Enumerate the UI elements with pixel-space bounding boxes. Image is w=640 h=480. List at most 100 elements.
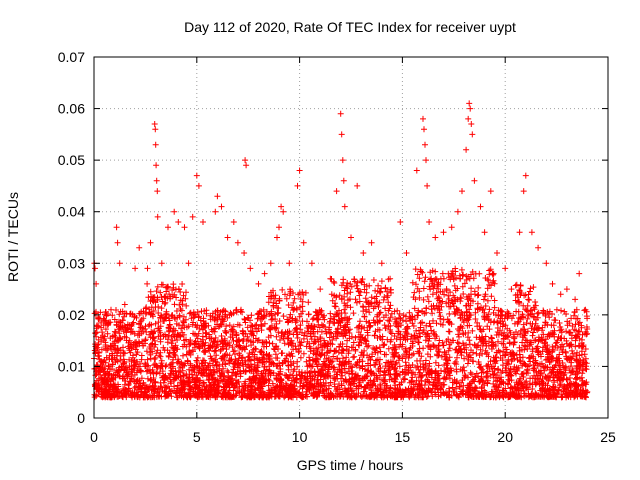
- data-point: [236, 350, 243, 357]
- data-point: [524, 315, 531, 322]
- data-point: [563, 311, 569, 317]
- data-point: [448, 273, 455, 280]
- data-point: [336, 393, 343, 400]
- data-point: [412, 391, 419, 398]
- data-point: [358, 323, 365, 330]
- data-point: [237, 373, 244, 380]
- data-point: [338, 375, 344, 382]
- data-point: [326, 364, 332, 371]
- data-point: [248, 342, 255, 349]
- data-point: [374, 299, 381, 306]
- data-point: [263, 308, 270, 315]
- data-point: [384, 288, 390, 295]
- data-point: [572, 337, 579, 344]
- data-point: [549, 386, 556, 393]
- data-point: [453, 361, 460, 368]
- data-point: [433, 344, 440, 351]
- data-point: [505, 356, 512, 363]
- data-point: [377, 348, 384, 355]
- data-point: [213, 387, 219, 394]
- data-point: [152, 354, 159, 361]
- data-point: [100, 358, 107, 365]
- data-point: [235, 378, 242, 385]
- data-point: [252, 386, 259, 393]
- data-point: [507, 373, 514, 379]
- data-point: [310, 315, 317, 322]
- data-point: [426, 370, 433, 377]
- data-point: [540, 380, 547, 387]
- data-point: [419, 269, 426, 276]
- data-point: [158, 305, 165, 312]
- data-point: [550, 392, 557, 399]
- data-point: [388, 286, 394, 293]
- data-point: [294, 390, 300, 397]
- data-point: [170, 349, 177, 356]
- data-point: [481, 338, 488, 345]
- data-point: [164, 283, 171, 290]
- data-point: [104, 393, 111, 400]
- data-point: [420, 345, 427, 352]
- data-point: [424, 293, 431, 300]
- data-point: [192, 331, 198, 338]
- data-point: [330, 375, 337, 382]
- data-point: [168, 380, 175, 387]
- data-point: [279, 360, 286, 367]
- data-point: [186, 348, 193, 354]
- data-point: [520, 188, 527, 195]
- data-point: [230, 338, 237, 344]
- data-point: [229, 334, 236, 341]
- data-point: [353, 299, 360, 306]
- data-point: [130, 319, 137, 326]
- data-point: [223, 323, 230, 330]
- data-point: [342, 332, 349, 339]
- data-point: [428, 306, 435, 313]
- data-point: [116, 260, 123, 267]
- data-point: [248, 322, 255, 329]
- data-point: [441, 348, 448, 355]
- data-point: [159, 387, 166, 394]
- data-point: [228, 372, 235, 379]
- data-point: [337, 110, 344, 117]
- data-point: [201, 349, 208, 356]
- data-point: [484, 380, 491, 387]
- data-point: [500, 362, 506, 369]
- data-point: [434, 380, 441, 386]
- data-point: [454, 339, 461, 346]
- data-point: [558, 335, 565, 342]
- data-point: [382, 284, 389, 291]
- data-point: [411, 289, 418, 296]
- data-point: [291, 382, 298, 389]
- data-point: [339, 341, 346, 347]
- data-point: [464, 308, 471, 315]
- data-point: [126, 311, 133, 318]
- data-point: [186, 374, 193, 381]
- data-point: [566, 329, 573, 336]
- data-point: [437, 275, 444, 282]
- data-point: [479, 350, 486, 357]
- data-point: [432, 359, 439, 366]
- data-point: [127, 342, 134, 349]
- data-point: [530, 355, 537, 362]
- data-point: [255, 280, 262, 287]
- data-point: [131, 365, 138, 372]
- data-point: [461, 372, 468, 379]
- data-point: [572, 296, 579, 303]
- data-point: [260, 375, 267, 382]
- data-point: [486, 267, 493, 274]
- data-point: [181, 341, 188, 348]
- data-point: [549, 280, 556, 287]
- data-point: [526, 393, 533, 400]
- data-point: [314, 392, 321, 399]
- data-point: [416, 330, 423, 337]
- data-point: [559, 347, 565, 353]
- data-point: [178, 381, 185, 387]
- data-point: [549, 311, 555, 317]
- data-point: [364, 327, 371, 334]
- data-point: [262, 370, 269, 377]
- data-point: [584, 315, 591, 322]
- data-point: [147, 376, 154, 383]
- data-point: [461, 280, 468, 287]
- data-point: [98, 346, 105, 353]
- data-point: [238, 394, 245, 401]
- data-point: [306, 387, 313, 394]
